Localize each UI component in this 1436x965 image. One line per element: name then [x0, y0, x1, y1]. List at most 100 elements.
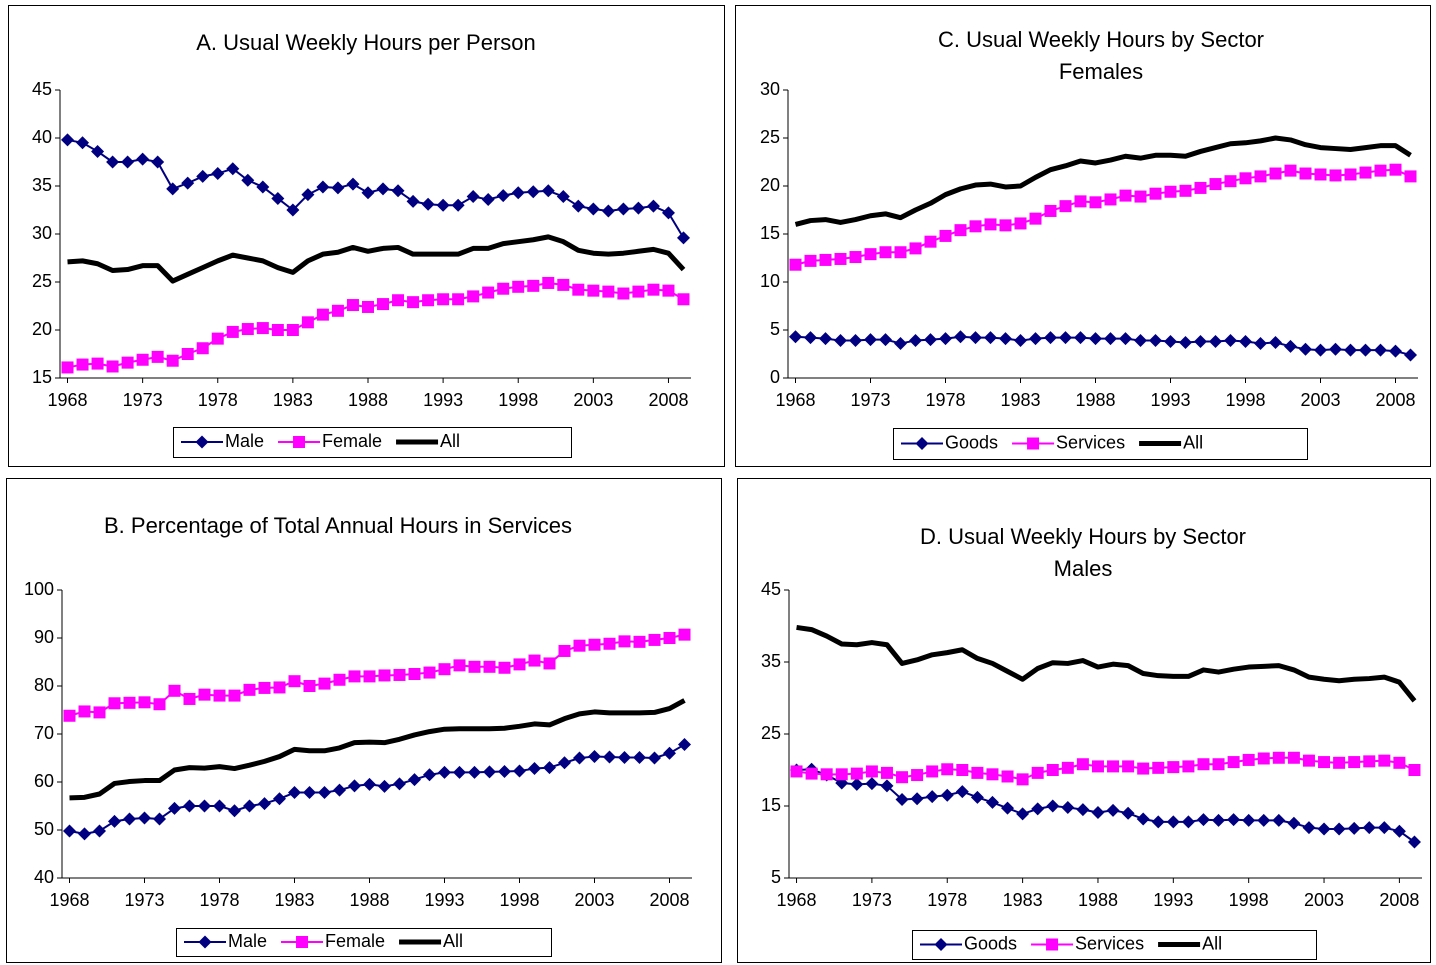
data-point: [1302, 754, 1315, 767]
data-point: [483, 765, 496, 779]
data-point: [1329, 169, 1342, 182]
data-point: [196, 342, 209, 355]
data-point: [924, 333, 937, 347]
x-tick-label: 2008: [1379, 890, 1419, 910]
data-point: [970, 790, 984, 804]
data-point: [895, 793, 909, 807]
data-point: [849, 251, 862, 264]
data-point: [1404, 348, 1417, 362]
x-tick-label: 2003: [574, 890, 614, 910]
x-tick-label: 1983: [1003, 890, 1043, 910]
data-point: [1179, 335, 1192, 349]
data-point: [543, 657, 556, 670]
data-point: [168, 801, 181, 815]
data-point: [969, 331, 982, 345]
data-point: [213, 689, 226, 702]
data-point: [528, 654, 541, 667]
data-point: [1107, 760, 1120, 773]
legend-label: Female: [322, 431, 382, 451]
data-point: [1044, 204, 1057, 217]
y-tick-label: 5: [771, 867, 781, 887]
panel: 5 15 25 35 45 1968 1973 1978 1983 1988 1993 1998 200…: [737, 478, 1431, 963]
data-point: [1014, 217, 1027, 230]
data-point: [63, 824, 76, 838]
data-point: [588, 638, 601, 651]
data-point: [258, 681, 271, 694]
y-tick-label: 50: [34, 819, 54, 839]
data-point: [346, 299, 359, 312]
data-point: [572, 283, 585, 296]
x-tick-label: 1968: [777, 890, 817, 910]
data-point: [1059, 200, 1072, 213]
x-tick-label: 1998: [1225, 390, 1265, 410]
y-tick-label: 60: [34, 771, 54, 791]
data-point: [483, 660, 496, 673]
data-point: [226, 325, 239, 338]
data-point: [1254, 170, 1267, 183]
data-point: [1299, 167, 1312, 180]
data-point: [1287, 751, 1300, 764]
data-point: [1318, 756, 1331, 769]
data-point: [661, 206, 675, 220]
data-point: [1181, 815, 1195, 829]
data-point: [378, 669, 391, 682]
data-point: [984, 331, 997, 345]
data-point: [256, 180, 270, 194]
x-tick-label: 1983: [1000, 390, 1040, 410]
data-point: [453, 765, 466, 779]
data-point: [1046, 799, 1060, 813]
data-point: [924, 235, 937, 248]
data-point: [1242, 753, 1255, 766]
data-point: [377, 298, 390, 311]
data-point: [106, 360, 119, 373]
data-point: [438, 663, 451, 676]
data-point: [1239, 335, 1252, 349]
data-point: [1393, 756, 1406, 769]
data-point: [407, 296, 420, 309]
data-point: [1332, 822, 1346, 836]
data-point: [481, 192, 495, 206]
legend-label: Services: [1056, 432, 1125, 452]
panel-border: [8, 5, 725, 467]
x-tick-label: 1968: [775, 390, 815, 410]
data-point: [790, 765, 803, 778]
data-point: [1091, 805, 1105, 819]
y-tick-label: 40: [32, 127, 52, 147]
data-point: [1407, 835, 1421, 849]
data-point: [819, 332, 832, 346]
data-point: [879, 246, 892, 259]
data-point: [1134, 190, 1147, 203]
data-point: [940, 788, 954, 802]
data-point: [78, 705, 91, 718]
data-point: [286, 324, 299, 336]
data-point: [865, 765, 878, 778]
data-point: [303, 680, 316, 692]
data-point: [1378, 754, 1391, 767]
data-point: [1347, 821, 1361, 835]
panel-border: [737, 478, 1431, 963]
data-point: [1029, 332, 1042, 346]
legend-marker: [195, 435, 209, 449]
legend-marker: [1027, 437, 1040, 450]
data-point: [1166, 815, 1180, 829]
data-point: [879, 333, 892, 347]
data-point: [954, 330, 967, 344]
data-point: [273, 792, 286, 806]
x-tick-label: 2003: [1300, 390, 1340, 410]
panel: 40 50 60 70 80 90 100 1968 1973 1978 1983 1988 1993 1…: [6, 478, 722, 963]
data-point: [391, 184, 405, 198]
series-line: [67, 138, 685, 239]
data-point: [421, 197, 435, 211]
data-point: [678, 738, 691, 752]
chart-subtitle: Females: [1058, 59, 1144, 84]
legend-box: [912, 930, 1317, 960]
panel-border: [735, 5, 1431, 467]
data-point: [273, 681, 286, 694]
data-point: [1317, 822, 1331, 836]
data-point: [271, 191, 285, 205]
data-point: [468, 765, 481, 779]
data-point: [76, 136, 90, 150]
data-point: [1091, 760, 1104, 773]
x-tick-label: 1973: [123, 390, 163, 410]
data-point: [363, 777, 376, 791]
